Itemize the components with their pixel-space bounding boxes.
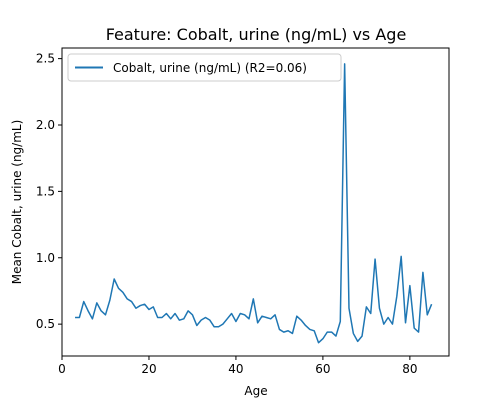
x-tick-label: 40 bbox=[228, 362, 243, 376]
plot-border bbox=[61, 47, 450, 357]
y-tick-label: 2.0 bbox=[36, 118, 55, 132]
plot-area bbox=[61, 47, 450, 357]
x-tick-label: 0 bbox=[58, 362, 66, 376]
y-tick-label: 1.5 bbox=[36, 184, 55, 198]
y-tick-label: 2.5 bbox=[36, 52, 55, 66]
y-axis: 0.5 1.0 1.5 2.0 2.5 bbox=[36, 52, 62, 331]
y-tick-label: 0.5 bbox=[36, 317, 55, 331]
y-axis-label: Mean Cobalt, urine (ng/mL) bbox=[10, 120, 24, 285]
x-axis: 0 20 40 60 80 bbox=[58, 356, 418, 376]
x-tick-label: 20 bbox=[141, 362, 156, 376]
chart-title: Feature: Cobalt, urine (ng/mL) vs Age bbox=[106, 25, 407, 44]
series-line bbox=[75, 63, 433, 344]
y-tick-label: 1.0 bbox=[36, 251, 55, 265]
series-lines bbox=[75, 63, 433, 344]
legend-label: Cobalt, urine (ng/mL) (R2=0.06) bbox=[113, 61, 307, 75]
x-tick-label: 60 bbox=[315, 362, 330, 376]
legend: Cobalt, urine (ng/mL) (R2=0.06) bbox=[67, 53, 342, 82]
x-tick-label: 80 bbox=[402, 362, 417, 376]
x-axis-label: Age bbox=[244, 384, 267, 398]
legend-box bbox=[67, 53, 342, 82]
